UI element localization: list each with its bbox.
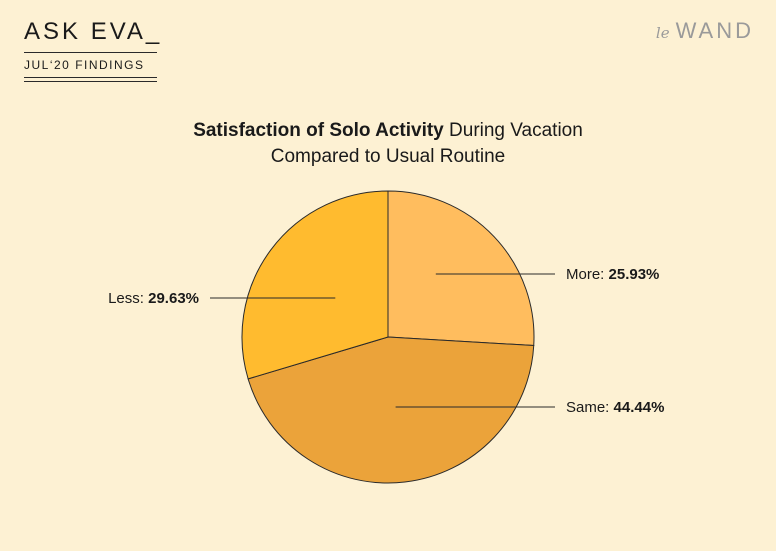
- slice-label-value-same: 44.44%: [614, 399, 665, 416]
- slice-label-name-same: Same:: [566, 399, 614, 416]
- slice-label-less: Less: 29.63%: [108, 290, 199, 307]
- brand-top-rule: [24, 52, 157, 53]
- chart-title-rest: During Vacation: [449, 120, 583, 141]
- slice-label-name-more: More:: [566, 266, 609, 283]
- slice-label-more: More: 25.93%: [566, 266, 659, 283]
- brand-title: ASK EVA_: [24, 18, 163, 45]
- chart-title: Satisfaction of Solo Activity During Vac…: [0, 118, 776, 170]
- brand-bottom-rule-2: [24, 81, 157, 82]
- logo-word: WAND: [675, 18, 754, 43]
- slice-label-value-more: 25.93%: [609, 266, 660, 283]
- chart-title-line-1: Satisfaction of Solo Activity During Vac…: [0, 118, 776, 144]
- brand-bottom-rule-1: [24, 77, 157, 78]
- slice-label-value-less: 29.63%: [148, 290, 199, 307]
- lewand-logo: le WAND: [656, 18, 754, 44]
- pie-slice-same: [247, 336, 535, 484]
- slice-label-same: Same: 44.44%: [566, 399, 664, 416]
- pie-slice-more: [387, 190, 535, 347]
- logo-prefix: le: [655, 24, 670, 42]
- brand-subtitle: JUL‘20 FINDINGS: [24, 58, 145, 72]
- chart-title-bold: Satisfaction of Solo Activity: [193, 120, 444, 141]
- chart-title-line-2: Compared to Usual Routine: [270, 146, 506, 167]
- slice-label-name-less: Less:: [108, 290, 148, 307]
- pie-slice-less: [241, 190, 389, 380]
